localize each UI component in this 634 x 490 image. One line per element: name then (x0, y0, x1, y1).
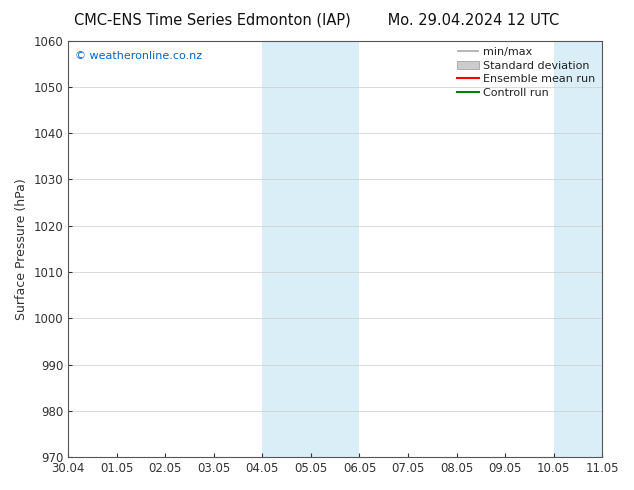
Text: CMC-ENS Time Series Edmonton (IAP)        Mo. 29.04.2024 12 UTC: CMC-ENS Time Series Edmonton (IAP) Mo. 2… (74, 12, 560, 27)
Bar (262, 41, 359, 457)
Text: © weatheronline.co.nz: © weatheronline.co.nz (75, 51, 202, 61)
Legend: min/max, Standard deviation, Ensemble mean run, Controll run: min/max, Standard deviation, Ensemble me… (453, 44, 599, 101)
Y-axis label: Surface Pressure (hPa): Surface Pressure (hPa) (15, 178, 28, 320)
Bar (553, 41, 634, 457)
